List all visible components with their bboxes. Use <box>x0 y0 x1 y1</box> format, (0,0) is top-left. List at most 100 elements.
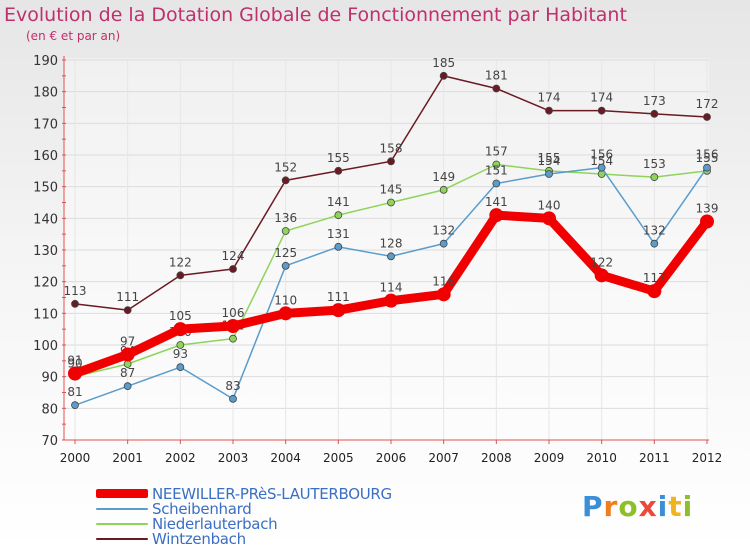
data-point <box>703 113 711 121</box>
y-tick-label: 160 <box>33 149 58 164</box>
y-tick-label: 190 <box>33 54 58 69</box>
data-label: 111 <box>116 290 139 304</box>
data-label: 141 <box>327 195 350 209</box>
data-label: 136 <box>274 211 297 225</box>
chart-subtitle: (en € et par an) <box>26 29 121 43</box>
data-label: 122 <box>590 255 613 269</box>
data-label: 83 <box>225 379 240 393</box>
data-label: 157 <box>485 145 508 159</box>
x-tick-label: 2002 <box>165 451 196 465</box>
data-label: 125 <box>274 246 297 260</box>
legend-label: Wintzenbach <box>152 529 246 548</box>
y-tick-label: 120 <box>33 276 58 291</box>
data-point <box>492 160 501 169</box>
data-label: 155 <box>538 151 561 165</box>
data-point <box>387 157 395 166</box>
data-label: 110 <box>274 293 297 307</box>
data-label: 154 <box>538 154 561 168</box>
legend-swatch <box>96 522 148 525</box>
data-point <box>226 319 240 333</box>
logo-letter: r <box>603 490 619 523</box>
data-label: 111 <box>327 290 350 304</box>
data-label: 122 <box>169 255 192 269</box>
data-point <box>492 179 501 188</box>
data-point <box>176 271 185 280</box>
logo-letter: i <box>657 490 669 523</box>
data-label: 131 <box>327 227 350 241</box>
data-point <box>229 334 237 343</box>
data-point <box>545 170 553 178</box>
data-label: 81 <box>67 385 82 399</box>
y-tick-label: 90 <box>41 371 58 386</box>
data-point <box>281 227 290 235</box>
y-tick-label: 170 <box>33 117 58 132</box>
data-point <box>650 109 659 118</box>
data-point <box>387 252 395 261</box>
data-point <box>489 208 504 223</box>
data-point <box>334 211 343 220</box>
data-label: 181 <box>485 69 508 83</box>
data-point <box>650 239 659 248</box>
data-label: 185 <box>432 56 455 70</box>
data-point <box>123 306 132 315</box>
legend-label: Scheibenhard <box>152 499 252 518</box>
proxiti-logo: Proxiti <box>582 490 693 523</box>
y-tick-label: 180 <box>33 86 58 101</box>
data-label: 155 <box>696 151 719 165</box>
data-point <box>176 363 185 372</box>
data-point <box>173 322 188 337</box>
data-label: 141 <box>485 195 508 209</box>
data-point <box>542 211 556 226</box>
data-point <box>334 242 343 251</box>
logo-letter: x <box>638 490 658 523</box>
data-label: 91 <box>67 354 82 368</box>
data-point <box>120 347 135 362</box>
x-tick-label: 2003 <box>218 451 249 465</box>
data-label: 116 <box>432 274 455 288</box>
chart-legend: NEEWILLER-PRèS-LAUTERBOURG Scheibenhard Ni… <box>96 484 436 548</box>
data-point <box>68 366 82 381</box>
data-point <box>123 382 132 391</box>
data-point <box>492 84 501 93</box>
legend-swatch <box>96 507 148 510</box>
chart-title: Evolution de la Dotation Globale de Fonc… <box>4 4 627 26</box>
data-point <box>545 106 553 115</box>
data-point <box>281 176 290 185</box>
data-label: 158 <box>380 141 403 155</box>
data-label: 114 <box>380 281 403 295</box>
logo-letter: t <box>668 490 683 523</box>
x-tick-label: 2012 <box>692 451 723 465</box>
data-point <box>278 306 293 321</box>
y-tick-label: 80 <box>41 402 58 417</box>
data-point <box>703 163 711 172</box>
y-tick-label: 150 <box>33 181 58 196</box>
x-tick-label: 2006 <box>376 451 407 465</box>
y-tick-label: 70 <box>41 434 58 449</box>
legend-label: NEEWILLER-PRèS-LAUTERBOURG <box>152 484 392 503</box>
data-label: 174 <box>538 91 561 105</box>
data-label: 106 <box>222 306 245 320</box>
data-point <box>594 268 609 283</box>
legend-label: Niederlauterbach <box>152 514 278 533</box>
legend-item: Niederlauterbach <box>96 514 436 533</box>
data-label: 113 <box>64 284 87 298</box>
data-label: 132 <box>432 224 455 238</box>
data-label: 151 <box>485 164 508 178</box>
data-label: 124 <box>222 249 245 263</box>
x-tick-label: 2009 <box>534 451 565 465</box>
legend-swatch <box>96 537 148 540</box>
data-point <box>334 166 343 175</box>
data-label: 132 <box>643 224 666 238</box>
data-point <box>597 106 606 115</box>
data-label: 90 <box>67 357 82 371</box>
y-tick-label: 140 <box>33 212 58 227</box>
data-point <box>597 163 606 172</box>
data-point <box>331 303 346 318</box>
data-label: 105 <box>169 309 192 323</box>
x-tick-label: 2005 <box>323 451 354 465</box>
logo-letter: o <box>618 490 639 523</box>
data-point <box>387 198 395 207</box>
data-label: 174 <box>590 91 613 105</box>
data-point <box>71 401 79 410</box>
